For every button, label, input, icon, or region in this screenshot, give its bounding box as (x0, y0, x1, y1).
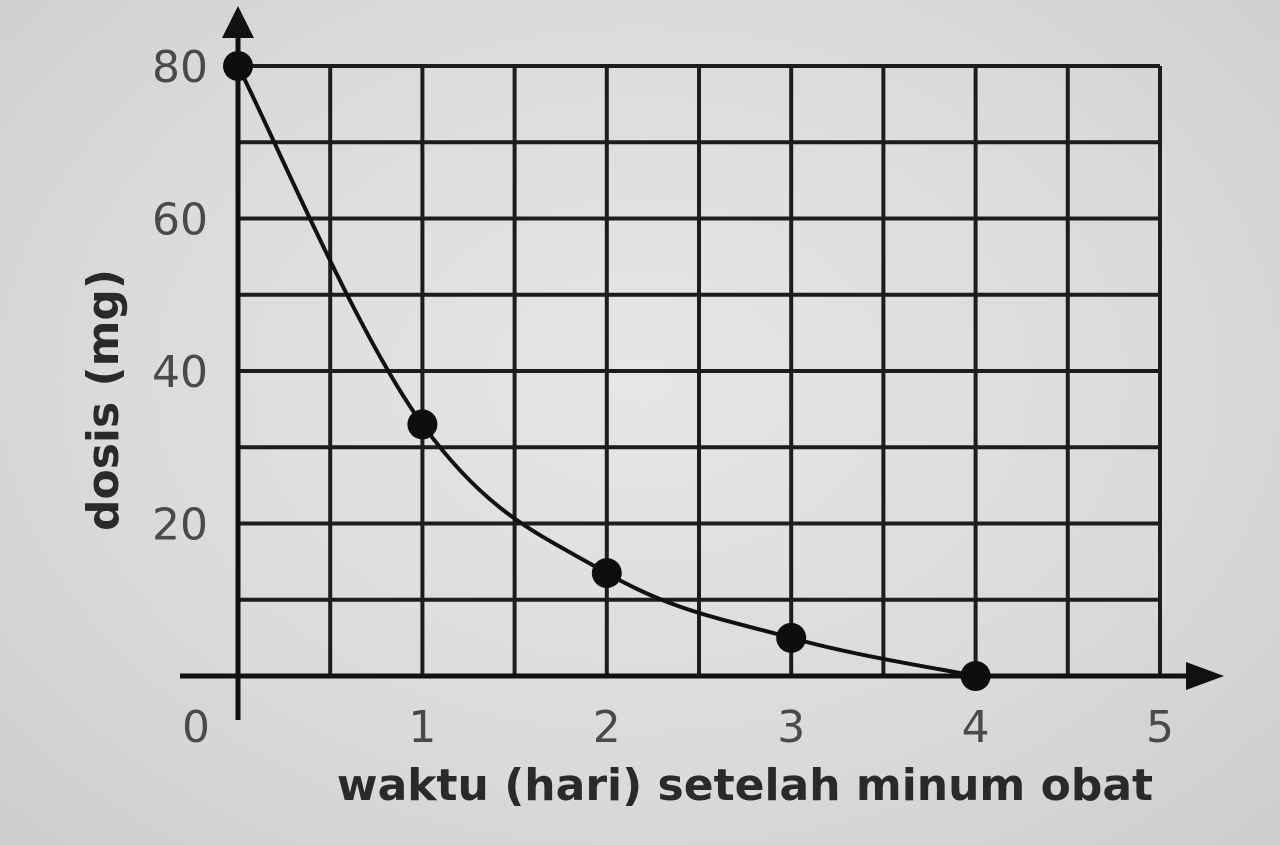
axes (180, 6, 1224, 720)
grid (238, 64, 1162, 676)
x-tick-label-5: 5 (1146, 702, 1174, 753)
y-tick-label-1: 40 (152, 347, 208, 398)
x-tick-label-1: 1 (408, 702, 436, 753)
x-axis-arrow-icon (1186, 662, 1224, 690)
data-point-4 (960, 661, 991, 691)
x-tick-label-4: 4 (962, 702, 990, 753)
y-tick-labels: 20 40 60 80 (152, 42, 208, 551)
x-tick-label-2: 2 (593, 702, 621, 753)
y-axis-arrow-icon (222, 6, 254, 38)
x-tick-label-3: 3 (777, 702, 805, 753)
y-tick-label-0: 20 (152, 500, 208, 551)
data-points (223, 51, 991, 691)
series-line (236, 65, 977, 678)
y-tick-label-3: 80 (152, 42, 208, 93)
x-tick-labels: 0 1 2 3 4 5 (182, 702, 1174, 753)
data-point-0 (223, 51, 253, 81)
x-tick-label-0: 0 (182, 702, 210, 753)
y-tick-label-2: 60 (152, 195, 208, 246)
y-axis-title: dosis (mg) (78, 269, 129, 531)
data-point-3 (776, 622, 807, 653)
data-point-1 (407, 409, 438, 440)
data-point-2 (591, 558, 622, 589)
x-axis-title: waktu (hari) setelah minum obat (337, 760, 1153, 811)
